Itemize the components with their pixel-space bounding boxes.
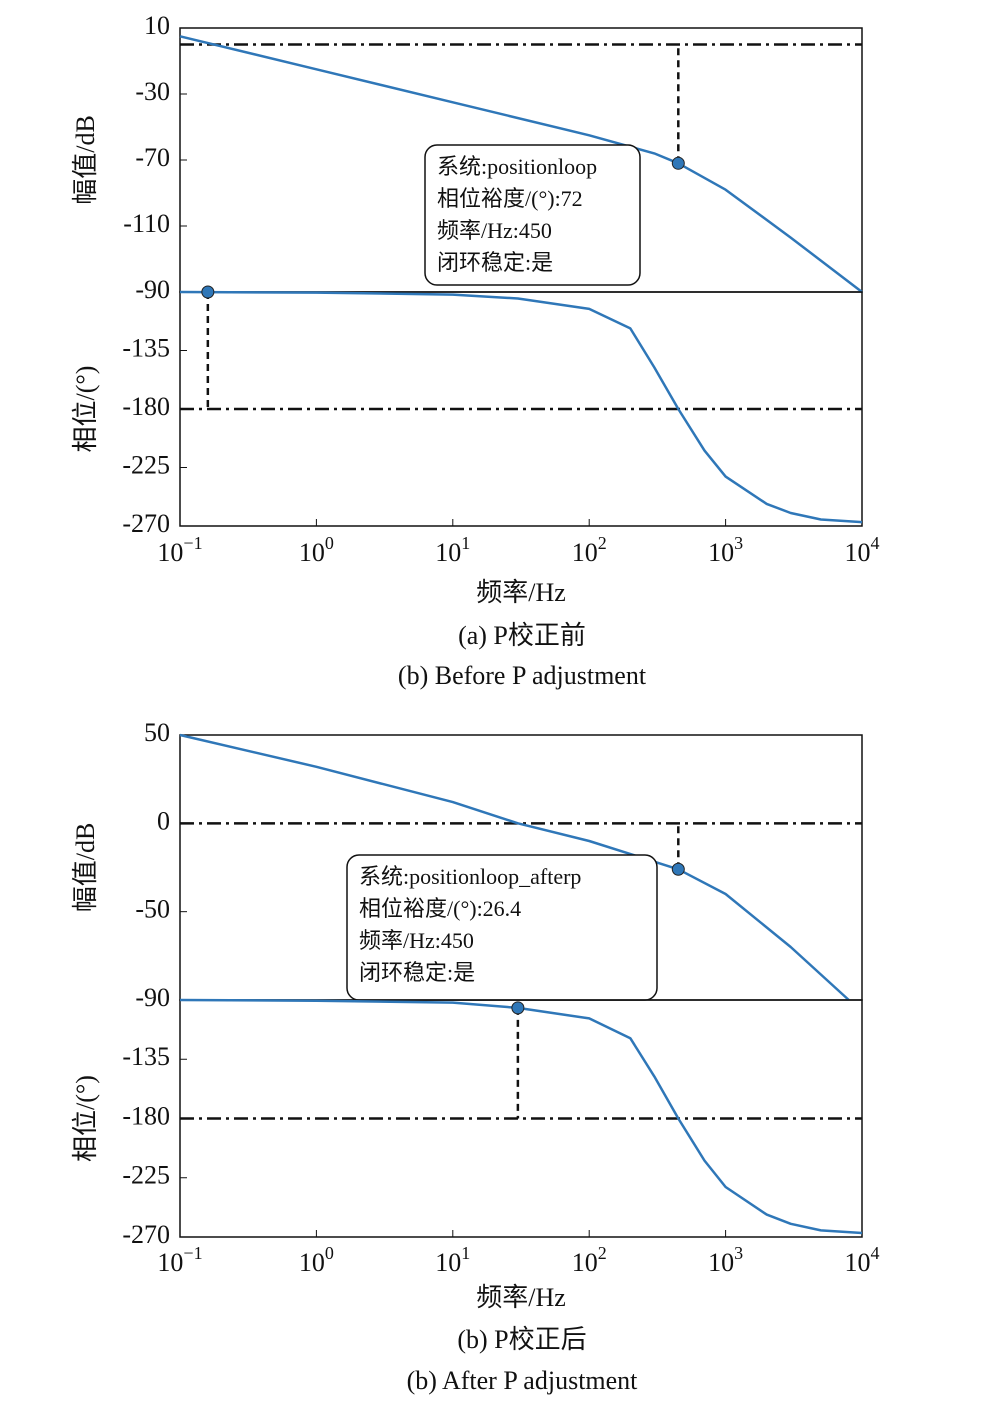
x-tick-base: 10 — [435, 538, 461, 567]
y-axis-label: 幅值/dB — [71, 823, 100, 913]
x-tick-exponent: 3 — [734, 533, 743, 553]
x-tick-base: 10 — [845, 538, 871, 567]
x-tick-label: 103 — [708, 1243, 743, 1277]
x-axis-label: 频率/Hz — [476, 1283, 566, 1312]
y-tick-label: -90 — [135, 275, 170, 304]
x-tick-label: 100 — [299, 1243, 334, 1277]
annotation-line: 频率/Hz:450 — [437, 218, 552, 243]
y-tick-label: -70 — [135, 143, 170, 172]
annotation-box — [424, 144, 641, 286]
y-tick-label: -225 — [122, 1161, 170, 1190]
caption: (b) Before P adjustment — [398, 661, 647, 690]
x-tick-label: 103 — [708, 533, 743, 567]
y-tick-label: -180 — [122, 1101, 170, 1130]
x-tick-base: 10 — [708, 538, 734, 567]
annotation-line: 闭环稳定:是 — [437, 250, 553, 275]
x-tick-exponent: 0 — [325, 1243, 334, 1263]
caption: (a) P校正前 — [458, 621, 586, 650]
x-tick-base: 10 — [708, 1248, 734, 1277]
x-tick-base: 10 — [845, 1248, 871, 1277]
annotation-line: 相位裕度/(°):72 — [437, 186, 583, 211]
y-tick-label: 50 — [144, 718, 170, 747]
y-tick-label: -90 — [135, 983, 170, 1012]
y-tick-label: 10 — [144, 11, 170, 40]
caption: (b) P校正后 — [457, 1325, 586, 1354]
x-tick-exponent: 2 — [598, 1243, 607, 1263]
curve — [179, 733, 850, 1001]
marker — [511, 1001, 525, 1015]
y-tick-label: -270 — [122, 509, 170, 538]
x-tick-label: 104 — [845, 1243, 880, 1277]
y-tick-label: -110 — [123, 209, 170, 238]
x-tick-label: 10−1 — [157, 1243, 202, 1277]
x-tick-exponent: 1 — [461, 1243, 470, 1263]
x-tick-label: 102 — [572, 1243, 607, 1277]
y-axis-label: 幅值/dB — [71, 115, 100, 205]
x-tick-base: 10 — [299, 1248, 325, 1277]
y-tick-label: -135 — [122, 333, 170, 362]
x-tick-label: 100 — [299, 533, 334, 567]
x-tick-exponent: −1 — [183, 1243, 202, 1263]
y-axis-label: 相位/(°) — [71, 1075, 100, 1162]
x-tick-exponent: −1 — [183, 533, 202, 553]
annotation-line: 频率/Hz:450 — [359, 928, 474, 953]
y-tick-label: 0 — [157, 806, 170, 835]
x-tick-exponent: 3 — [734, 1243, 743, 1263]
x-tick-exponent: 2 — [598, 533, 607, 553]
x-tick-label: 101 — [435, 1243, 470, 1277]
x-tick-base: 10 — [435, 1248, 461, 1277]
curve — [179, 290, 863, 524]
y-tick-label: -50 — [135, 895, 170, 924]
caption: (b) After P adjustment — [407, 1366, 639, 1395]
annotation-line: 相位裕度/(°):26.4 — [359, 896, 521, 921]
x-tick-label: 10−1 — [157, 533, 202, 567]
y-tick-label: -270 — [122, 1220, 170, 1249]
marker — [201, 285, 215, 299]
x-tick-exponent: 4 — [871, 1243, 880, 1263]
x-axis-label: 频率/Hz — [476, 578, 566, 607]
marker — [671, 156, 685, 170]
x-tick-exponent: 4 — [871, 533, 880, 553]
curve — [179, 35, 863, 293]
y-tick-label: -225 — [122, 450, 170, 479]
marker — [671, 862, 685, 876]
x-tick-base: 10 — [157, 1248, 183, 1277]
y-axis-label: 相位/(°) — [71, 366, 100, 453]
curve — [179, 998, 863, 1235]
y-tick-label: -180 — [122, 392, 170, 421]
x-tick-base: 10 — [572, 1248, 598, 1277]
x-tick-label: 104 — [845, 533, 880, 567]
annotation-line: 闭环稳定:是 — [359, 960, 475, 985]
x-tick-label: 101 — [435, 533, 470, 567]
y-tick-label: -30 — [135, 77, 170, 106]
x-tick-base: 10 — [299, 538, 325, 567]
x-tick-exponent: 0 — [325, 533, 334, 553]
x-tick-exponent: 1 — [461, 533, 470, 553]
x-tick-base: 10 — [572, 538, 598, 567]
annotation-line: 系统:positionloop — [437, 154, 597, 179]
x-tick-base: 10 — [157, 538, 183, 567]
x-tick-label: 102 — [572, 533, 607, 567]
y-tick-label: -135 — [122, 1042, 170, 1071]
annotation-line: 系统:positionloop_afterp — [359, 864, 581, 889]
